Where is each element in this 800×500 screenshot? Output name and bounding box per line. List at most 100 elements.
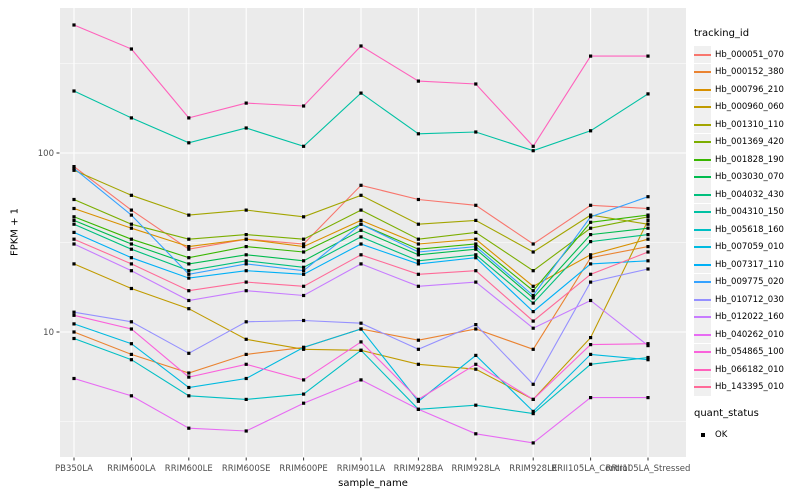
- data-point: [72, 218, 76, 222]
- data-point: [589, 213, 593, 217]
- data-point: [129, 256, 133, 260]
- data-point: [359, 235, 363, 239]
- data-point: [302, 347, 306, 351]
- data-point: [531, 149, 535, 153]
- legend-item-label: Hb_012022_160: [715, 312, 784, 323]
- data-point: [302, 104, 306, 108]
- data-point: [129, 269, 133, 273]
- data-point: [129, 47, 133, 51]
- data-point: [302, 401, 306, 405]
- legend-key-line-icon: [694, 133, 711, 151]
- data-point: [72, 313, 76, 317]
- data-point: [531, 250, 535, 254]
- data-point: [302, 345, 306, 349]
- data-point: [531, 144, 535, 148]
- legend-key-line-icon: [694, 221, 711, 239]
- data-point: [646, 195, 650, 199]
- data-point: [72, 222, 76, 226]
- data-point: [244, 245, 248, 249]
- data-point: [359, 378, 363, 382]
- data-point: [72, 376, 76, 381]
- data-point: [646, 218, 650, 222]
- data-point: [531, 296, 535, 300]
- legend-title-quant-status: quant_status: [694, 408, 759, 419]
- data-point: [531, 409, 535, 413]
- data-point: [244, 280, 248, 284]
- legend-key-line-icon: [694, 81, 711, 99]
- data-point: [474, 237, 478, 241]
- data-point: [474, 218, 478, 222]
- data-point: [531, 269, 535, 273]
- data-point: [589, 343, 593, 347]
- x-tick-label: RRIM928BA: [394, 464, 444, 474]
- data-point: [302, 245, 306, 249]
- data-point: [589, 336, 593, 340]
- x-tick-label: RRII105LA_Stressed: [606, 464, 691, 474]
- data-point: [359, 183, 363, 187]
- legend-item-label: Hb_000051_070: [715, 49, 784, 60]
- data-point: [646, 226, 650, 230]
- data-point: [129, 342, 133, 346]
- legend-item: Hb_007059_010: [694, 238, 800, 257]
- y-axis-title: FPKM + 1: [9, 207, 21, 257]
- data-point: [474, 403, 478, 407]
- data-point: [129, 327, 133, 331]
- legend-item-quant-status: OK: [694, 426, 800, 444]
- x-tick-label: RRIM600LE: [165, 464, 213, 474]
- legend-item-label: Hb_000796_210: [715, 84, 784, 95]
- data-point: [72, 237, 76, 241]
- data-point: [531, 382, 535, 386]
- data-point: [646, 233, 650, 237]
- legend-key-line-icon: [694, 151, 711, 169]
- data-point: [244, 337, 248, 341]
- data-point: [589, 220, 593, 224]
- data-point: [244, 259, 248, 263]
- data-point: [244, 362, 248, 366]
- data-point: [359, 327, 363, 331]
- legend: tracking_id Hb_000051_070 Hb_000152_380 Hb…: [694, 28, 800, 444]
- legend-item-label: Hb_040262_010: [715, 329, 784, 340]
- data-point: [589, 203, 593, 207]
- data-point: [72, 262, 76, 266]
- data-point: [129, 213, 133, 217]
- x-tick-label: RRIM901LA: [337, 464, 386, 474]
- data-point: [129, 358, 133, 362]
- data-point: [416, 362, 420, 366]
- data-point: [646, 259, 650, 263]
- data-point: [302, 215, 306, 219]
- data-point: [359, 228, 363, 232]
- data-point: [187, 245, 191, 249]
- x-tick-label: RRIM928LA: [451, 464, 500, 474]
- legend-key-line-icon: [694, 46, 711, 64]
- data-point: [302, 250, 306, 254]
- data-point: [416, 242, 420, 246]
- legend-item-label: Hb_054865_100: [715, 347, 784, 358]
- data-point: [244, 233, 248, 237]
- data-point: [589, 362, 593, 366]
- data-point: [129, 237, 133, 241]
- x-tick-label: RRIM600SE: [222, 464, 271, 474]
- legend-item: Hb_005618_160: [694, 221, 800, 239]
- legend-item-label: Hb_000960_060: [715, 102, 784, 113]
- data-point: [416, 262, 420, 266]
- data-point: [244, 262, 248, 266]
- data-point: [416, 132, 420, 136]
- data-point: [187, 351, 191, 355]
- data-point: [359, 44, 363, 48]
- data-point: [72, 206, 76, 211]
- data-point: [474, 323, 478, 327]
- legend-key-line-icon: [694, 343, 711, 361]
- legend-item: Hb_054865_100: [694, 343, 800, 362]
- legend-item-label: Hb_009775_020: [715, 277, 784, 288]
- data-point: [72, 310, 76, 314]
- data-point: [531, 242, 535, 246]
- data-point: [244, 352, 248, 356]
- data-point: [646, 250, 650, 254]
- data-point: [416, 237, 420, 241]
- legend-item-label: Hb_007059_010: [715, 242, 784, 253]
- data-point: [72, 322, 76, 326]
- data-point: [359, 193, 363, 197]
- data-point: [244, 397, 248, 401]
- legend-item: Hb_143395_010: [694, 378, 800, 397]
- legend-item-label: Hb_000152_380: [715, 67, 784, 78]
